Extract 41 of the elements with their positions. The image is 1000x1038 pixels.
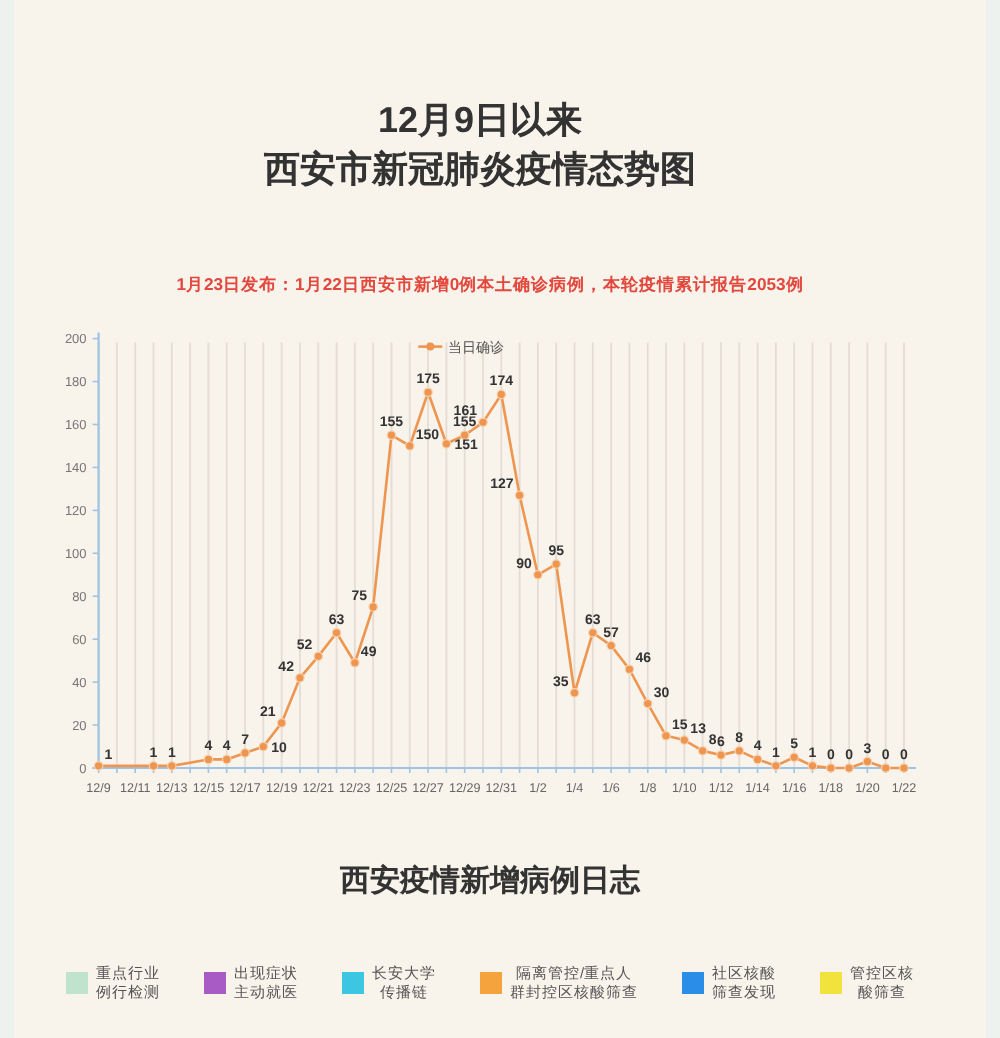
point xyxy=(533,569,543,580)
point xyxy=(807,761,818,771)
point xyxy=(258,741,269,752)
point xyxy=(203,754,214,765)
point xyxy=(404,441,415,451)
point xyxy=(642,698,653,709)
point xyxy=(551,559,562,569)
point xyxy=(734,746,745,756)
point xyxy=(368,602,378,612)
point xyxy=(514,490,525,501)
point xyxy=(313,651,324,662)
point xyxy=(789,752,799,763)
point xyxy=(496,389,507,400)
point xyxy=(441,439,452,449)
text: 1月23日发布：1月22日西安市新增0例本土确诊病例，本轮疫情累计报告2053例 xyxy=(176,274,804,294)
point xyxy=(697,746,708,756)
point xyxy=(331,627,342,638)
point xyxy=(661,730,671,741)
chart-title: 12月9日以来 xyxy=(377,100,583,140)
chart-subtitle: 西安市新冠肺炎疫情态势图 xyxy=(262,149,696,189)
point xyxy=(679,735,690,745)
point xyxy=(624,664,635,675)
point xyxy=(276,718,287,728)
point xyxy=(588,627,598,638)
point xyxy=(240,748,250,758)
point xyxy=(771,761,781,771)
point xyxy=(221,754,232,765)
point xyxy=(825,763,836,773)
point xyxy=(752,754,763,765)
point xyxy=(386,430,397,441)
point xyxy=(862,756,873,767)
point xyxy=(167,761,177,771)
point xyxy=(478,417,488,428)
point xyxy=(423,387,433,398)
point xyxy=(716,750,726,760)
text: 西安疫情新增病例日志 xyxy=(338,862,642,898)
point xyxy=(350,658,360,668)
point xyxy=(569,688,580,698)
point xyxy=(606,640,616,651)
point xyxy=(148,761,159,771)
point xyxy=(295,673,305,683)
